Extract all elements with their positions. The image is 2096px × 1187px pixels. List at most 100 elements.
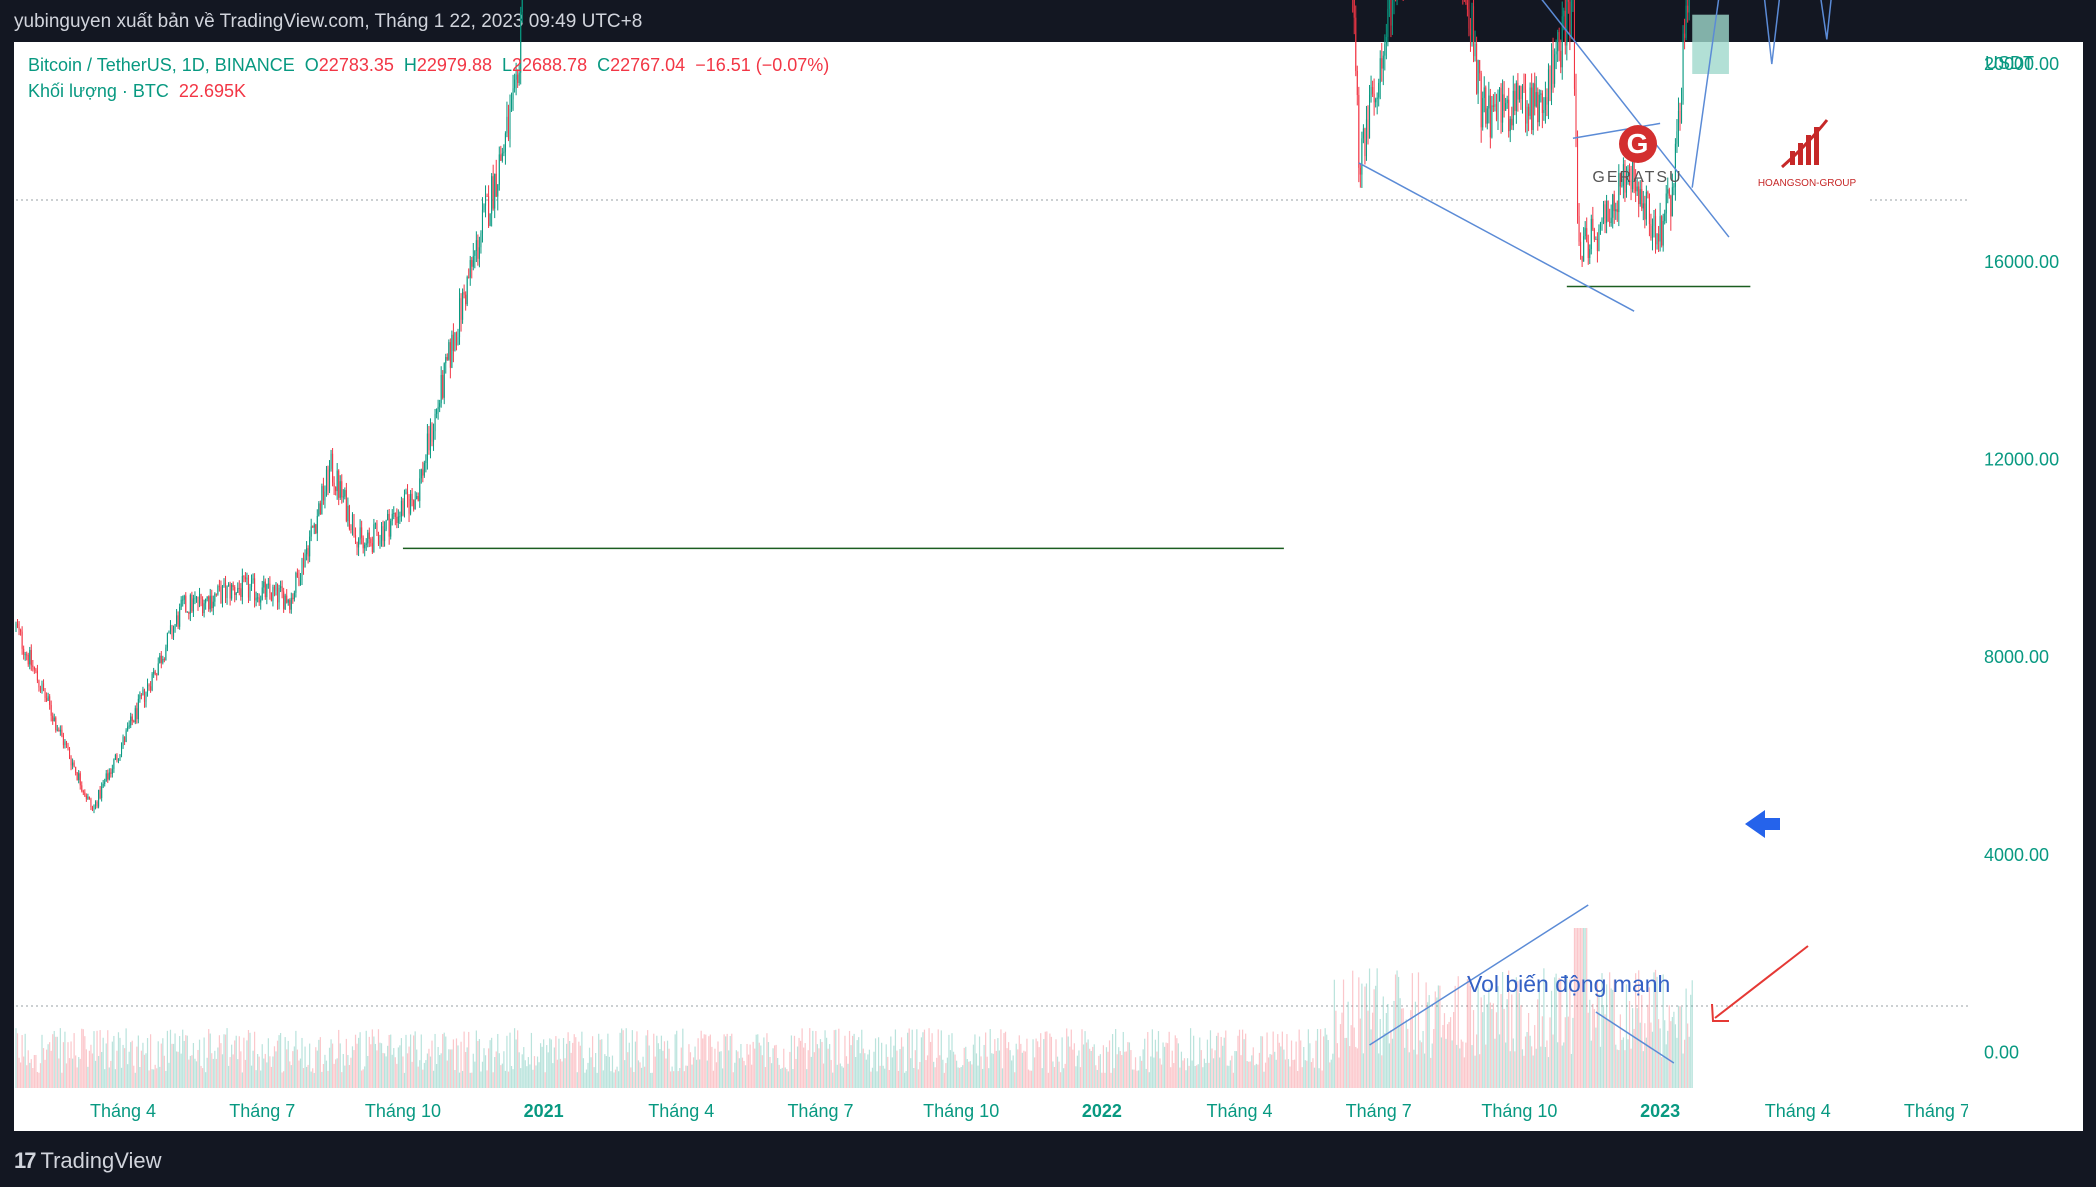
volume-bar (1055, 1039, 1057, 1088)
volume-bar (376, 1050, 378, 1088)
volume-bar (838, 1028, 840, 1088)
volume-bar (1040, 1033, 1042, 1088)
volume-bar (1020, 1043, 1022, 1088)
candle-body (1613, 194, 1615, 212)
volume-bar (738, 1058, 741, 1088)
volume-bar (270, 1066, 273, 1088)
volume-bar (1685, 988, 1687, 1088)
volume-bar (1501, 971, 1504, 1088)
candle-body (1560, 50, 1562, 68)
volume-bar (882, 1065, 884, 1088)
volume-bar (513, 1028, 516, 1088)
volume-bar (209, 1033, 211, 1088)
candle-body (1482, 97, 1484, 128)
volume-bar (946, 1057, 949, 1088)
volume-bar (1618, 1050, 1620, 1088)
volume-bar (1289, 1066, 1291, 1088)
candle-body (1624, 164, 1626, 193)
candle-body (371, 543, 373, 553)
tradingview-logo-icon: 17 (14, 1148, 37, 1173)
chart-frame[interactable] (14, 42, 2083, 1131)
volume-bar (1330, 1059, 1332, 1088)
volume-bar (827, 1048, 829, 1088)
volume-bar (1436, 997, 1438, 1088)
candle-body (1612, 194, 1614, 218)
candle-body (446, 357, 448, 360)
volume-bar (870, 1071, 872, 1088)
volume-bar (110, 1060, 112, 1088)
volume-bar (752, 1041, 754, 1088)
volume-bar (341, 1072, 343, 1088)
candle-body (153, 671, 155, 674)
tradingview-logo[interactable]: 17 TradingView (14, 1148, 162, 1174)
volume-bar (275, 1051, 277, 1088)
volume-bar (241, 1072, 243, 1088)
candle-body (1670, 195, 1672, 217)
volume-bar (364, 1066, 366, 1088)
volume-bar (49, 1042, 51, 1088)
candle-body (76, 772, 78, 781)
volume-bar (1465, 1042, 1467, 1088)
volume-bar (972, 1044, 975, 1088)
candle-body (257, 597, 259, 599)
volume-bar (328, 1047, 331, 1088)
candle-body (497, 184, 499, 197)
volume-bar (1407, 1028, 1409, 1088)
volume-bar (1595, 1027, 1597, 1088)
volume-bar (452, 1039, 455, 1088)
red-arrowhead-icon (1711, 1003, 1729, 1022)
volume-bar (1238, 1029, 1241, 1088)
volume-bar (861, 1029, 863, 1088)
volume-bar (1215, 1035, 1218, 1088)
volume-bar (952, 1051, 955, 1088)
candle-body (85, 795, 87, 799)
candle-body (137, 698, 139, 720)
candle-body (292, 597, 294, 600)
volume-bar (868, 1049, 871, 1088)
candle-body (102, 783, 104, 787)
volume-bar (145, 1053, 147, 1088)
volume-bar (974, 1034, 976, 1088)
volume-bar (963, 1047, 965, 1088)
volume-bar (1664, 1020, 1666, 1088)
volume-bar (85, 1049, 87, 1088)
volume-bar (36, 1071, 39, 1088)
candle-body (1531, 87, 1533, 130)
volume-bar (977, 1065, 979, 1088)
volume-bar (399, 1045, 401, 1088)
volume-bar (1555, 973, 1557, 1088)
candle-body (59, 729, 61, 732)
volume-bar (362, 1069, 364, 1088)
candle-body (157, 663, 159, 676)
volume-bar (899, 1049, 901, 1088)
volume-bar (79, 1058, 81, 1088)
volume-bar (504, 1070, 507, 1088)
candle-body (469, 260, 471, 278)
volume-bar (1237, 1035, 1239, 1088)
symbol-label[interactable]: Bitcoin / TetherUS, 1D, BINANCE (28, 55, 295, 75)
candle-body (379, 540, 381, 545)
volume-bar (942, 1059, 944, 1088)
volume-bar (1191, 1060, 1193, 1088)
volume-bar (255, 1070, 257, 1088)
candle-body (1661, 216, 1663, 246)
currency-label[interactable]: USDT (1985, 53, 2034, 73)
volume-bar (991, 1053, 993, 1088)
candle-body (234, 587, 236, 595)
volume-bar (862, 1048, 864, 1088)
volume-bar (578, 1041, 580, 1088)
volume-bar (821, 1041, 823, 1088)
candle-body (267, 583, 269, 585)
candle-body (1364, 128, 1366, 157)
candle-body (1361, 138, 1363, 175)
candle-body (377, 532, 380, 545)
volume-bar (549, 1038, 551, 1088)
candle-body (1668, 189, 1670, 196)
volume-bar (394, 1057, 396, 1088)
volume-bar (203, 1037, 205, 1088)
candle-body (1558, 32, 1560, 51)
volume-bar (111, 1041, 113, 1088)
volume-bar (1157, 1031, 1160, 1088)
volume-label[interactable]: Khối lượng · BTC (28, 81, 169, 101)
